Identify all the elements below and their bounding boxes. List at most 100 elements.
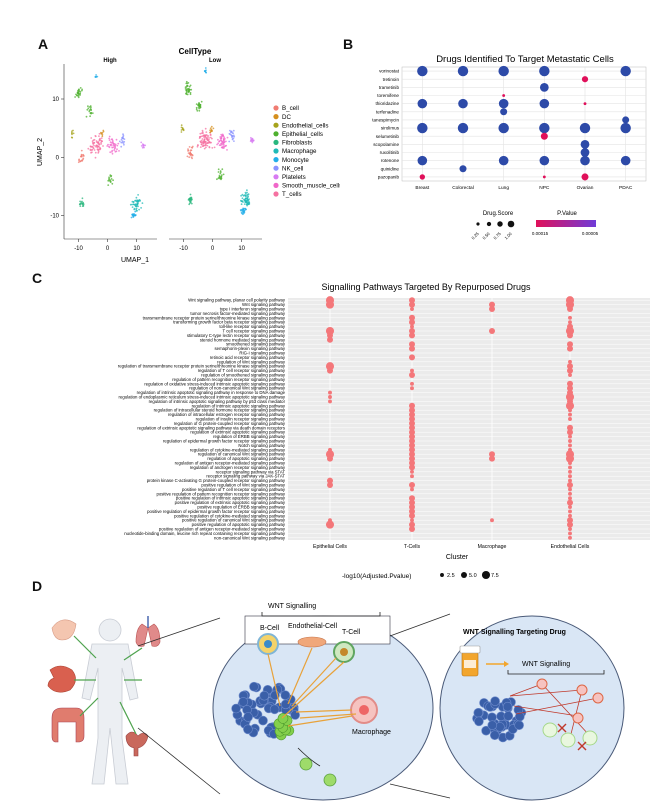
target-cell-1 [536,678,548,690]
umap-point [137,205,139,208]
umap-point [186,85,189,87]
umap-point [242,208,245,211]
umap-point [222,140,225,142]
umap-point [241,197,244,200]
umap-point [131,200,134,203]
facet-label-high: High [103,58,117,64]
pathway-plot-title: Signalling Pathways Targeted By Repurpos… [322,282,531,292]
pathway-point [409,354,415,361]
umap-point [206,138,209,141]
drug-point [539,98,550,109]
umap-point [101,131,104,134]
tumor-cell [514,720,524,730]
umap-point [219,172,222,175]
pathway-point [489,328,495,334]
pathway-size-legend: 2.5 5.0 7.5 [440,570,499,580]
drug-point [620,65,631,77]
umap-point [98,132,101,135]
drug-point [419,174,426,180]
pathway-point [568,531,572,536]
pathway-point [410,469,414,474]
umap-point [198,109,201,112]
umap-point [212,127,215,130]
umap-point [78,159,80,162]
x-tick-label: 0 [106,246,110,252]
pathway-name-label: regulation of androgen receptor signalin… [190,465,286,470]
umap-point [244,191,247,194]
umap-point [206,144,209,147]
pathway-name-label: regulation of cytokine-mediated signalin… [190,447,286,452]
pathway-point [409,372,415,378]
pathway-point [568,359,572,364]
umap-point [206,137,209,139]
cancer-type-label: Ovarian [577,185,594,191]
drug-point [581,76,589,83]
umap-point [76,91,79,94]
umap-facet-low [169,64,262,239]
pathway-point [568,496,572,501]
umap-point [217,168,220,171]
umap-point [184,86,187,89]
cluster-label: T-Cells [404,544,421,550]
legend-swatch [273,114,279,120]
drug-size-legend-title: Drug.Score [483,211,514,217]
umap-point [221,168,224,171]
umap-point [71,132,73,135]
pathway-point [567,482,573,488]
umap-point [220,140,223,142]
pathway-name-label: regulation of intrinsic apoptotic signal… [192,403,286,408]
umap-point [222,134,225,137]
umap-point [87,105,89,108]
umap-point [189,202,191,205]
drug-point [581,173,589,181]
pathway-name-label: positive regulation of antigen receptor-… [159,527,286,532]
umap-point [140,145,143,147]
pathway-size-legend-title: -log10(Adjusted.Pvalue) [342,573,411,580]
pvalue-label-high: 0.00005 [582,231,599,236]
pathway-name-label: nucleotide-binding domain, leucine rich … [124,531,286,536]
pathway-name-label: transforming growth factor beta receptor… [173,320,286,325]
drug-name-label: scopolamine [373,142,399,147]
pathway-name-label: type I interferon signaling pathway [220,307,286,312]
pathway-gridlines [288,298,650,540]
pathway-name-label: regulation of apoptotic signaling pathwa… [207,456,285,461]
drug-name-label: pazopanib [378,175,400,180]
pathway-point [409,460,415,466]
drug-name-label: toremifene [377,93,399,98]
umap-point [92,139,95,142]
umap-point [187,149,190,152]
pathway-name-label: positive regulation of pattern recogniti… [156,491,285,496]
umap-point [100,143,103,145]
pathway-name-label: regulation of endoplasmic reticulum stre… [119,395,286,400]
umap-point [141,143,144,146]
umap-points-low [180,67,255,216]
pathway-name-label: regulation of pattern recognition recept… [172,377,286,382]
panel-label-d: D [32,578,43,594]
pill-bottle-icon [459,645,481,677]
pathway-point [565,401,575,410]
umap-point [246,191,248,194]
umap-point [216,178,218,181]
umap-point [89,115,91,118]
umap-point [211,147,214,149]
umap-point [100,131,102,134]
migration-arrow [297,747,321,767]
umap-point [205,69,207,72]
umap-point [81,205,84,208]
green-tumor-cell [277,713,289,724]
umap-point [204,141,207,144]
umap-point [91,151,93,154]
tumor-cell [474,716,484,727]
drug-plot-title: Drugs Identified To Target Metastatic Ce… [436,54,614,65]
pathway-point [409,442,415,449]
pathway-point [568,461,572,465]
umap-point [191,157,194,160]
pathway-name-label: positive regulation of ERBB signaling pa… [197,505,286,510]
target-cell-4 [572,712,584,724]
umap-point [123,138,126,140]
umap-point [190,149,193,152]
umap-point [87,147,90,150]
umap-point [114,150,117,153]
umap-point [198,137,201,139]
pathway-name-label: toll-like receptor signaling pathway [219,324,286,329]
